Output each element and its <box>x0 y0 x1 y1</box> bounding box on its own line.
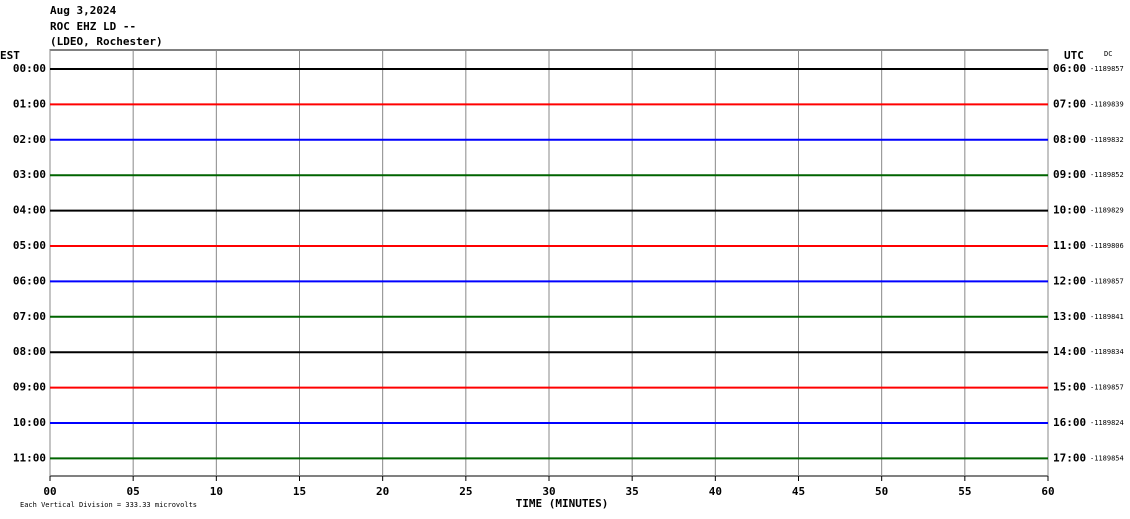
dc-label: -1189839 <box>1090 100 1124 108</box>
utc-label: 15:00 <box>1053 381 1086 394</box>
x-tick-label: 50 <box>875 485 888 498</box>
est-label: 02:00 <box>13 133 46 146</box>
left-axis-title: EST <box>0 49 20 62</box>
utc-label: 11:00 <box>1053 239 1086 252</box>
est-label: 01:00 <box>13 97 46 110</box>
utc-label: 06:00 <box>1053 62 1086 75</box>
dc-title: DC <box>1104 50 1112 58</box>
est-label: 09:00 <box>13 381 46 394</box>
est-label: 07:00 <box>13 310 46 323</box>
dc-label: -1189852 <box>1090 171 1124 179</box>
utc-label: 10:00 <box>1053 204 1086 217</box>
x-axis-label: TIME (MINUTES) <box>516 497 609 510</box>
dc-label: -1189854 <box>1090 454 1124 462</box>
dc-label: -1189829 <box>1090 207 1124 215</box>
title-line: Aug 3,2024 <box>50 4 117 17</box>
x-tick-label: 15 <box>293 485 306 498</box>
x-tick-label: 30 <box>542 485 555 498</box>
est-label: 08:00 <box>13 345 46 358</box>
utc-label: 09:00 <box>1053 168 1086 181</box>
dc-label: -1189832 <box>1090 136 1124 144</box>
est-label: 05:00 <box>13 239 46 252</box>
est-label: 11:00 <box>13 451 46 464</box>
dc-label: -1189824 <box>1090 419 1124 427</box>
x-tick-label: 00 <box>43 485 56 498</box>
utc-label: 12:00 <box>1053 274 1086 287</box>
est-label: 03:00 <box>13 168 46 181</box>
right-axis-title: UTC <box>1064 49 1084 62</box>
dc-label: -1189857 <box>1090 277 1124 285</box>
utc-label: 17:00 <box>1053 451 1086 464</box>
dc-label: -1189857 <box>1090 65 1124 73</box>
dc-label: -1189806 <box>1090 242 1124 250</box>
utc-label: 13:00 <box>1053 310 1086 323</box>
x-tick-label: 25 <box>459 485 472 498</box>
dc-label: -1189841 <box>1090 313 1124 321</box>
x-tick-label: 10 <box>210 485 223 498</box>
x-tick-label: 60 <box>1041 485 1054 498</box>
dc-label: -1189857 <box>1090 384 1124 392</box>
x-tick-label: 05 <box>127 485 140 498</box>
title-line: (LDEO, Rochester) <box>50 35 163 48</box>
x-tick-label: 40 <box>709 485 722 498</box>
x-tick-label: 45 <box>792 485 805 498</box>
utc-label: 14:00 <box>1053 345 1086 358</box>
est-label: 06:00 <box>13 274 46 287</box>
est-label: 04:00 <box>13 204 46 217</box>
x-tick-label: 55 <box>958 485 971 498</box>
est-label: 00:00 <box>13 62 46 75</box>
x-tick-label: 20 <box>376 485 389 498</box>
utc-label: 08:00 <box>1053 133 1086 146</box>
dc-label: -1189834 <box>1090 348 1124 356</box>
utc-label: 07:00 <box>1053 97 1086 110</box>
x-tick-label: 35 <box>626 485 639 498</box>
est-label: 10:00 <box>13 416 46 429</box>
footer: Each Vertical Division = 333.33 microvol… <box>20 501 197 509</box>
title-line: ROC EHZ LD -- <box>50 20 136 33</box>
utc-label: 16:00 <box>1053 416 1086 429</box>
